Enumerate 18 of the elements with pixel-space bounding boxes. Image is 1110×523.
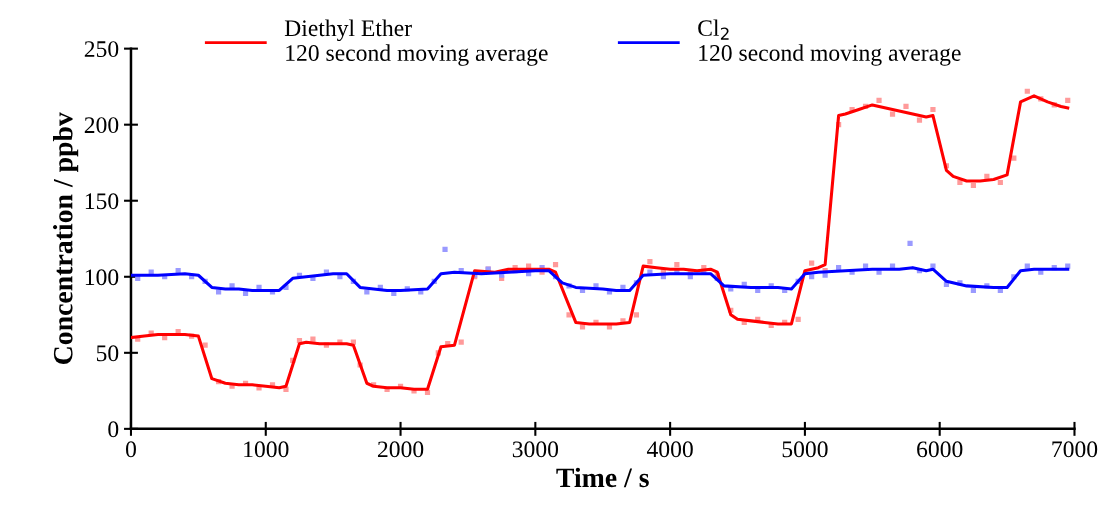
x-tick-label: 2000 <box>377 441 424 458</box>
x-tick-label: 3000 <box>512 441 559 458</box>
x-tick-label: 1000 <box>244 441 289 458</box>
x-tick-label: 5000 <box>782 441 828 458</box>
y-tick-label: 200 <box>84 117 119 134</box>
legend-label: Diethyl Ether 120 second moving average <box>284 19 548 66</box>
x-tick-label: 7000 <box>1052 441 1098 458</box>
y-tick-label: 100 <box>85 269 119 286</box>
y-tick-label: 250 <box>84 41 119 58</box>
y-tick-label: 50 <box>96 345 119 362</box>
x-tick-label: 0 <box>125 441 136 458</box>
x-tick-label: 6000 <box>917 441 963 458</box>
x-tick-label: 4000 <box>646 441 693 458</box>
y-tick-label: 0 <box>108 421 119 438</box>
y-tick-label: 150 <box>85 193 119 210</box>
legend-label: Cl$_{2}$ 120 second moving average <box>698 19 961 66</box>
y-axis-title: Concentration / ppbv <box>53 112 79 364</box>
x-axis-title: Time / s <box>556 467 649 488</box>
